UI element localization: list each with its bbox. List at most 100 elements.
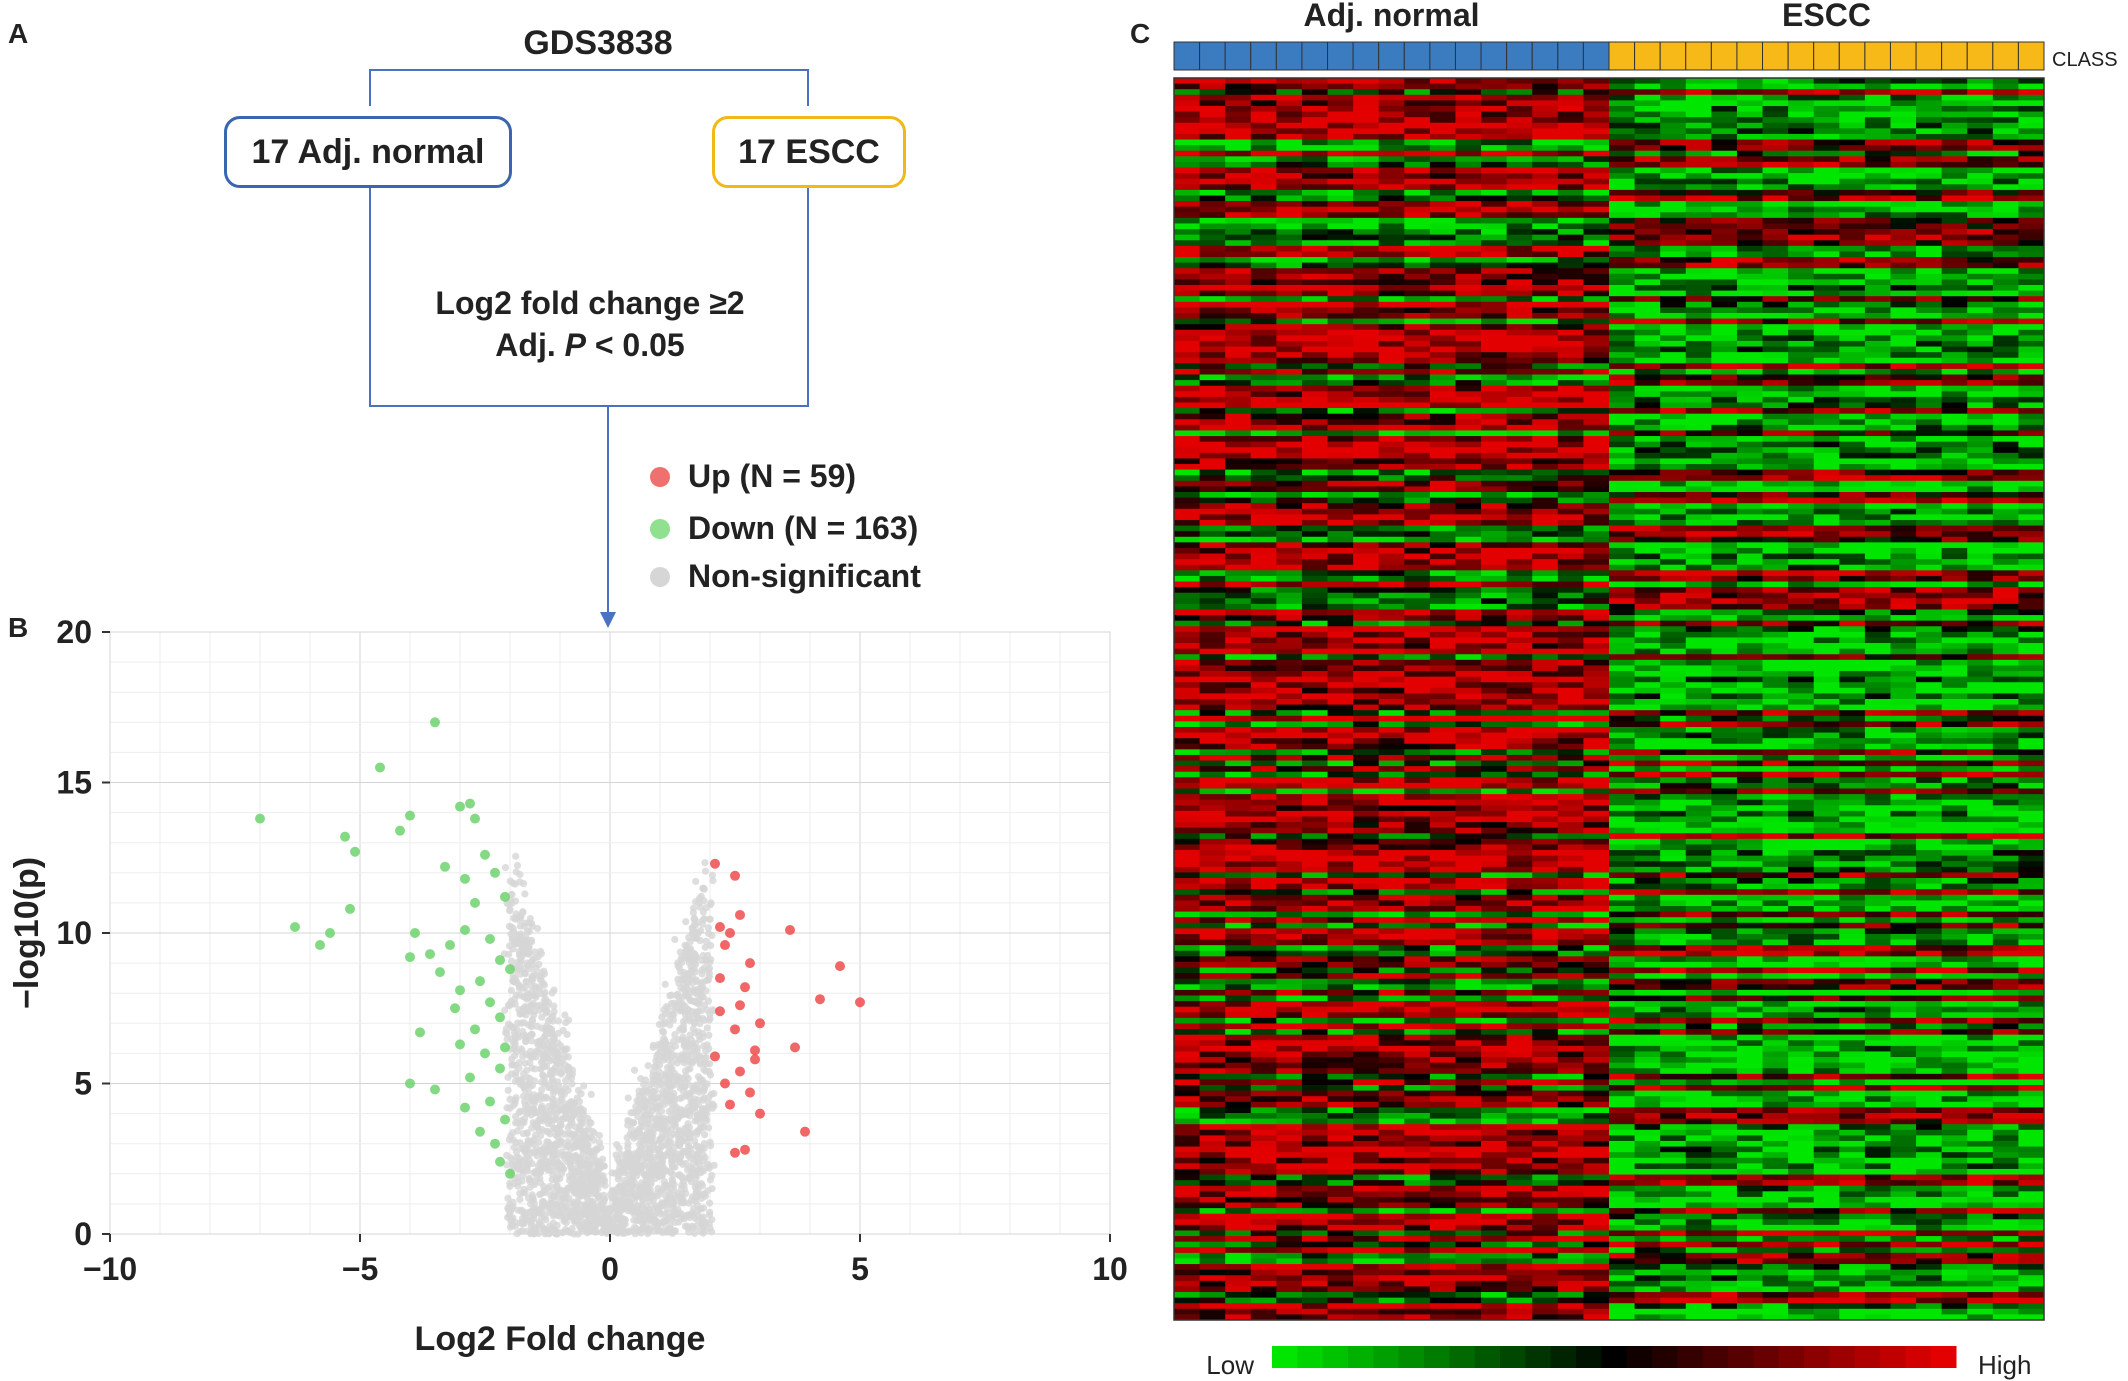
- nonsig-point: [671, 1030, 679, 1039]
- nonsig-point: [541, 1213, 549, 1221]
- heatmap-cell: [1864, 368, 1891, 375]
- heatmap-cell: [1557, 262, 1584, 269]
- heatmap-cell: [1583, 368, 1610, 375]
- heatmap-cell: [1506, 430, 1533, 437]
- heatmap-cell: [1864, 402, 1891, 409]
- heatmap-cell: [1404, 307, 1431, 314]
- nonsig-point: [599, 1174, 607, 1182]
- heatmap-cell: [1711, 368, 1738, 375]
- heatmap-cell: [1199, 234, 1226, 241]
- heatmap-cell: [1890, 430, 1917, 437]
- heatmap-cell: [1967, 117, 1994, 124]
- heatmap-cell: [1916, 374, 1943, 381]
- nonsig-point: [580, 1082, 588, 1090]
- nonsig-point: [679, 1074, 688, 1082]
- heatmap-cell: [1839, 408, 1866, 415]
- heatmap-cell: [1378, 206, 1405, 213]
- heatmap-cell: [1429, 436, 1456, 443]
- heatmap-cell: [1301, 111, 1328, 118]
- heatmap-cell: [1967, 83, 1994, 90]
- nonsig-point: [694, 1216, 702, 1224]
- heatmap-cell: [1736, 78, 1763, 84]
- heatmap-cell: [1660, 150, 1687, 157]
- nonsig-point: [500, 950, 509, 958]
- heatmap-cell: [2018, 173, 2045, 180]
- heatmap-cell: [1327, 133, 1354, 140]
- nonsig-point: [605, 1215, 614, 1223]
- nonsig-point: [593, 1170, 601, 1178]
- heatmap-cell: [1353, 413, 1380, 420]
- heatmap-cell: [1788, 111, 1815, 118]
- heatmap-cell: [1762, 217, 1789, 224]
- heatmap-cell: [1839, 301, 1866, 308]
- heatmap-cell: [1225, 78, 1252, 84]
- heatmap-cell: [1660, 408, 1687, 415]
- heatmap-cell: [1685, 408, 1712, 415]
- heatmap-cell: [1276, 167, 1303, 174]
- heatmap-cell: [1583, 374, 1610, 381]
- heatmap-cell: [1250, 329, 1277, 336]
- nonsig-point: [518, 984, 527, 992]
- heatmap-cell: [1429, 380, 1456, 387]
- heatmap-cell: [1736, 408, 1763, 415]
- heatmap-cell: [1839, 78, 1866, 84]
- heatmap-cell: [1711, 357, 1738, 364]
- heatmap-cell: [1685, 117, 1712, 124]
- heatmap-cell: [2018, 195, 2045, 202]
- heatmap-cell: [1583, 357, 1610, 364]
- heatmap-cell: [1916, 167, 1943, 174]
- nonsig-point: [685, 1011, 693, 1019]
- heatmap-cell: [1890, 413, 1917, 420]
- heatmap-cell: [1941, 206, 1968, 213]
- y-axis-label: −log10(p): [8, 857, 46, 1009]
- nonsig-point: [567, 1163, 575, 1171]
- heatmap-cell: [1941, 229, 1968, 236]
- heatmap-cell: [1276, 262, 1303, 269]
- heatmap-cell: [1225, 223, 1252, 230]
- heatmap-cell: [1404, 139, 1431, 146]
- heatmap-cell: [1506, 229, 1533, 236]
- heatmap-cell: [1967, 145, 1994, 152]
- heatmap-cell: [1276, 268, 1303, 275]
- heatmap-cell: [1378, 368, 1405, 375]
- nonsig-point: [706, 915, 714, 923]
- class-bar-cell: [1992, 41, 2019, 71]
- heatmap-cell: [1327, 139, 1354, 146]
- heatmap-cell: [1301, 402, 1328, 409]
- heatmap-cell: [1916, 279, 1943, 286]
- nonsig-point: [691, 1013, 699, 1022]
- nonsig-point: [573, 1094, 581, 1102]
- heatmap-cell: [1890, 156, 1917, 163]
- nonsig-point: [635, 1162, 643, 1170]
- heatmap-cell: [1276, 279, 1303, 286]
- nonsig-point: [537, 950, 545, 958]
- heatmap-cell: [1199, 128, 1226, 135]
- heatmap-cell: [1941, 285, 1968, 291]
- heatmap-cell: [1916, 240, 1943, 247]
- nonsig-point: [692, 976, 700, 984]
- heatmap-cell: [1839, 195, 1866, 202]
- heatmap-cell: [1609, 234, 1635, 241]
- heatmap-cell: [1813, 368, 1840, 375]
- nonsig-point: [541, 988, 549, 997]
- heatmap-cell: [1225, 150, 1252, 157]
- heatmap-cell: [1378, 396, 1405, 403]
- heatmap-cell: [1609, 117, 1635, 124]
- heatmap-cell: [1583, 128, 1610, 135]
- heatmap-cell: [1634, 329, 1661, 336]
- heatmap-cell: [1250, 391, 1277, 398]
- heatmap-cell: [1992, 368, 2019, 375]
- heatmap-cell: [1864, 122, 1891, 129]
- heatmap-cell: [1327, 201, 1354, 208]
- heatmap-cell: [1711, 245, 1738, 252]
- heatmap-cell: [1762, 161, 1789, 168]
- heatmap-cell: [1276, 128, 1303, 135]
- nonsig-point: [593, 1228, 601, 1236]
- heatmap-cell: [1736, 285, 1763, 291]
- heatmap-cell: [1301, 419, 1328, 426]
- nonsig-point: [528, 1216, 536, 1224]
- nonsig-point: [516, 870, 524, 879]
- nonsig-point: [630, 1066, 639, 1074]
- heatmap-cell: [1225, 402, 1252, 409]
- heatmap-cell: [1762, 167, 1789, 174]
